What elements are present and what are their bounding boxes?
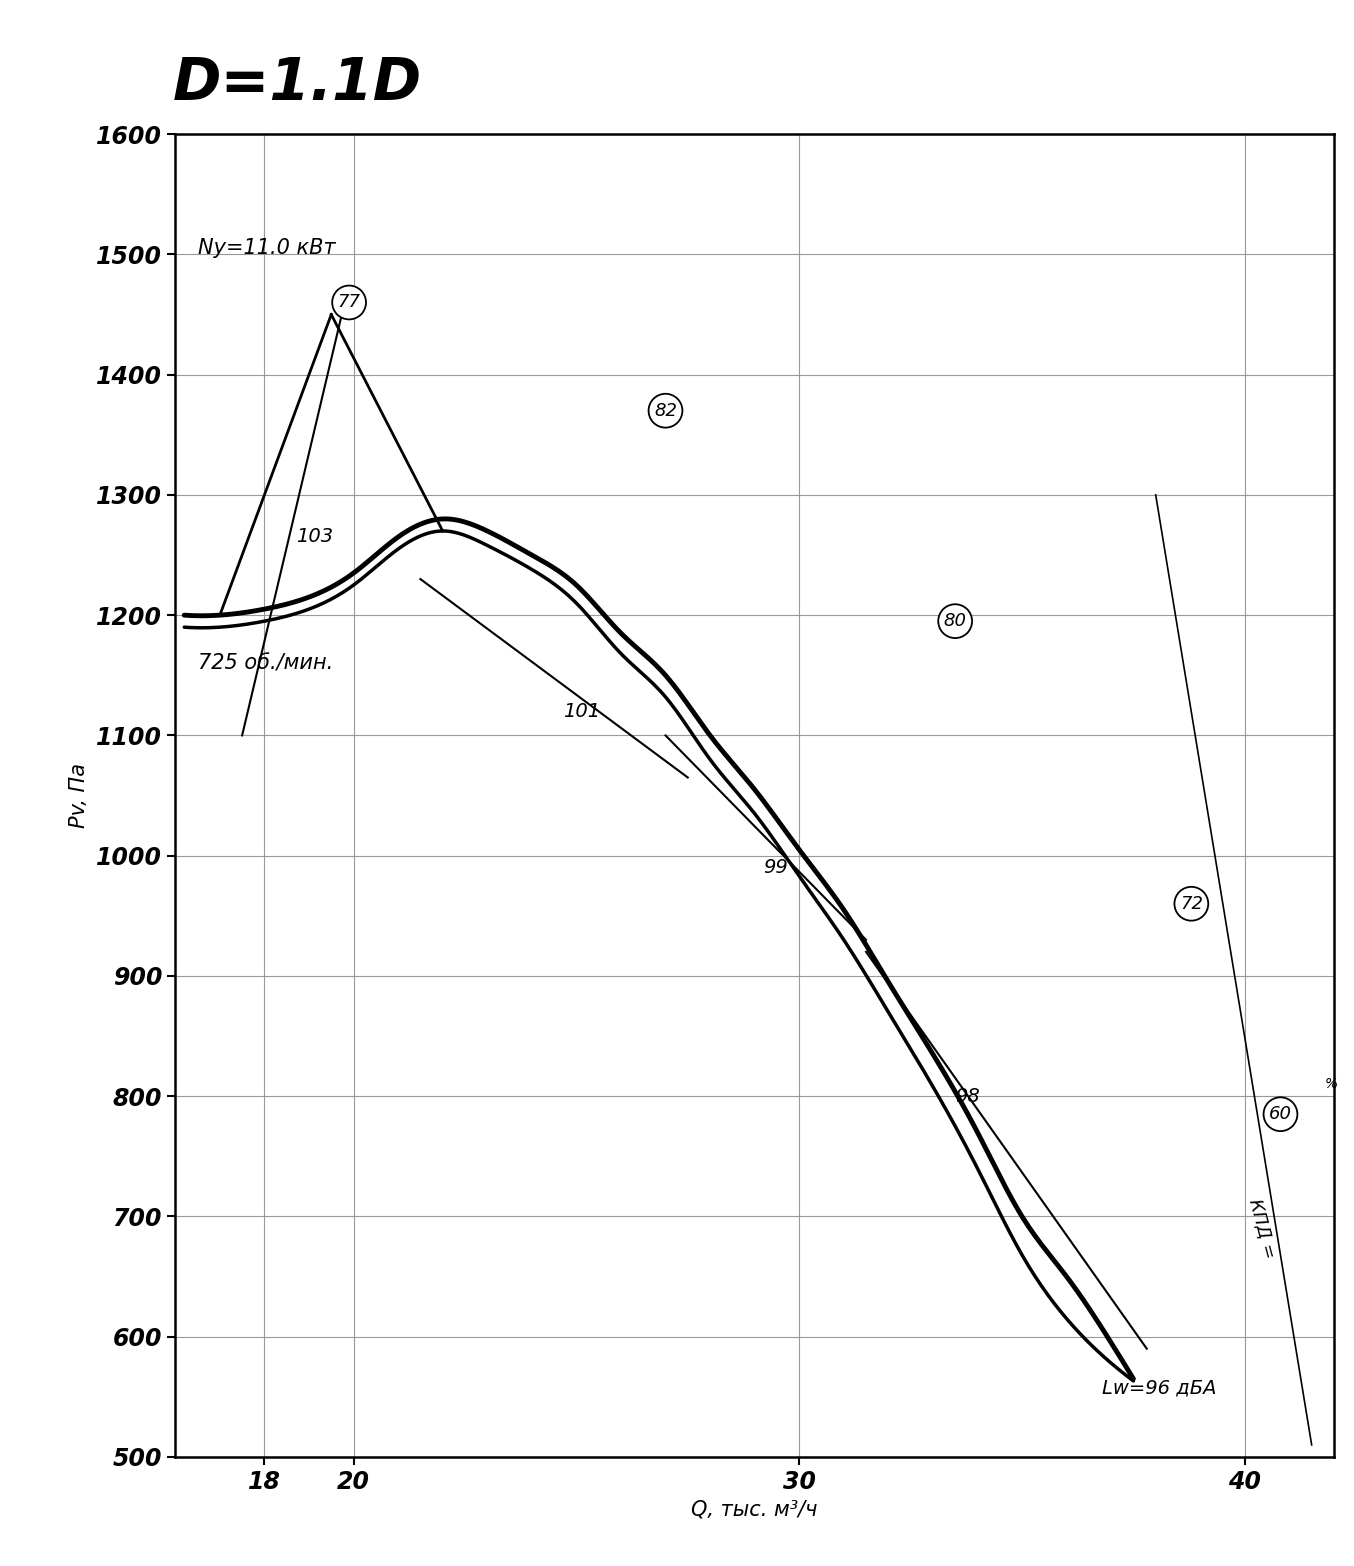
- Text: 98: 98: [955, 1087, 980, 1106]
- X-axis label: Q, тыс. м³/ч: Q, тыс. м³/ч: [692, 1500, 818, 1519]
- Text: 72: 72: [1179, 894, 1202, 913]
- Text: КПД =: КПД =: [1246, 1196, 1280, 1261]
- Text: 77: 77: [337, 293, 360, 312]
- Text: 99: 99: [764, 858, 788, 877]
- Text: Ny=11.0 кВт: Ny=11.0 кВт: [198, 238, 336, 258]
- Text: 60: 60: [1269, 1106, 1292, 1123]
- Text: 103: 103: [295, 528, 333, 547]
- Text: 80: 80: [944, 612, 967, 630]
- Text: D=1.1D: D=1.1D: [173, 55, 422, 111]
- Text: 725 об./мин.: 725 об./мин.: [198, 653, 333, 673]
- Text: Lw=96 дБА: Lw=96 дБА: [1102, 1378, 1217, 1397]
- Text: %: %: [1326, 1077, 1338, 1092]
- Text: 82: 82: [654, 402, 677, 420]
- Text: 101: 101: [563, 702, 600, 720]
- Y-axis label: Pv, Па: Pv, Па: [69, 763, 89, 828]
